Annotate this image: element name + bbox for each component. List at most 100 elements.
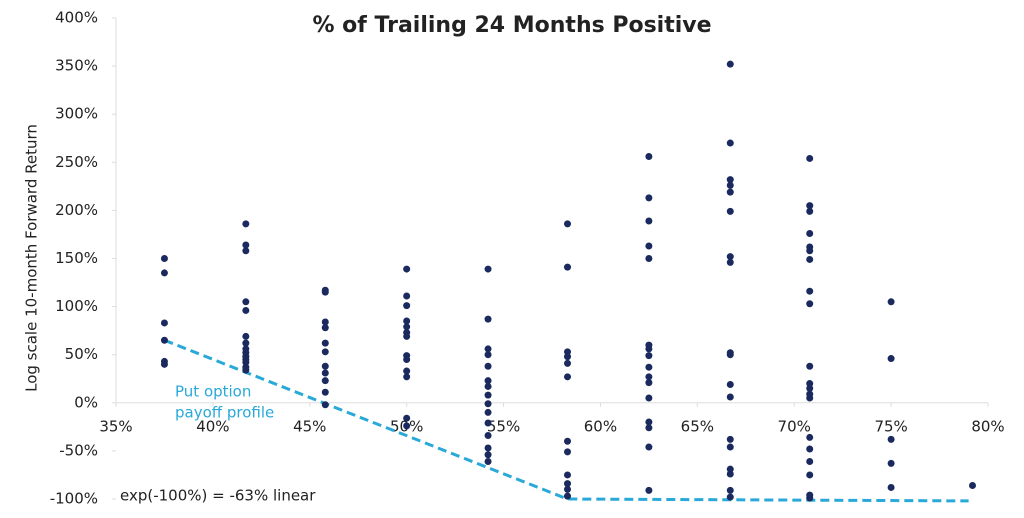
scatter-point bbox=[484, 451, 492, 459]
scatter-point bbox=[321, 377, 329, 385]
scatter-point bbox=[887, 459, 895, 467]
x-tick-label: 40% bbox=[196, 417, 229, 435]
scatter-point bbox=[484, 382, 492, 390]
scatter-point bbox=[726, 351, 734, 359]
scatter-point bbox=[484, 419, 492, 427]
scatter-point bbox=[484, 444, 492, 452]
x-tick-label: 65% bbox=[681, 417, 714, 435]
scatter-point bbox=[403, 265, 411, 273]
scatter-point bbox=[160, 360, 168, 368]
y-tick-label: 300% bbox=[55, 105, 98, 123]
scatter-point bbox=[403, 414, 411, 422]
scatter-point bbox=[403, 292, 411, 300]
scatter-point bbox=[968, 482, 976, 490]
x-tick-label: 55% bbox=[487, 417, 520, 435]
scatter-point bbox=[806, 445, 814, 453]
scatter-point bbox=[321, 288, 329, 296]
scatter-point bbox=[645, 418, 653, 426]
scatter-point bbox=[726, 393, 734, 401]
scatter-point bbox=[726, 188, 734, 196]
scatter-point bbox=[564, 348, 572, 356]
annotation: exp(-100%) = -63% linear bbox=[120, 487, 316, 505]
scatter-point bbox=[806, 471, 814, 479]
scatter-point bbox=[484, 457, 492, 465]
scatter-point bbox=[403, 373, 411, 381]
scatter-point bbox=[564, 359, 572, 367]
scatter-point bbox=[403, 367, 411, 375]
y-tick-label: 200% bbox=[55, 201, 98, 219]
scatter-point bbox=[564, 353, 572, 361]
scatter-point bbox=[403, 422, 411, 430]
scatter-point bbox=[403, 302, 411, 310]
scatter-point bbox=[806, 384, 814, 392]
scatter-point bbox=[242, 306, 250, 314]
scatter-point bbox=[645, 242, 653, 250]
scatter-point bbox=[321, 348, 329, 356]
scatter-point bbox=[242, 241, 250, 249]
x-tick-label: 60% bbox=[584, 417, 617, 435]
scatter-point bbox=[645, 363, 653, 371]
scatter-point bbox=[321, 401, 329, 409]
y-tick-label: 350% bbox=[55, 57, 98, 75]
scatter-point bbox=[726, 493, 734, 501]
scatter-point bbox=[321, 339, 329, 347]
scatter-point bbox=[160, 336, 168, 344]
scatter-point bbox=[806, 362, 814, 370]
scatter-point bbox=[806, 300, 814, 308]
scatter-point bbox=[806, 229, 814, 237]
scatter-point bbox=[484, 315, 492, 323]
scatter-point bbox=[242, 339, 250, 347]
scatter-point bbox=[645, 194, 653, 202]
scatter-point bbox=[321, 388, 329, 396]
scatter-point bbox=[645, 345, 653, 353]
scatter-point bbox=[645, 379, 653, 387]
scatter-point bbox=[242, 247, 250, 255]
scatter-point bbox=[645, 486, 653, 494]
scatter-point bbox=[564, 480, 572, 488]
x-tick-label: 80% bbox=[971, 417, 1004, 435]
scatter-point bbox=[321, 362, 329, 370]
scatter-point bbox=[806, 202, 814, 210]
scatter-point bbox=[484, 345, 492, 353]
scatter-point bbox=[564, 471, 572, 479]
scatter-point bbox=[645, 217, 653, 225]
scatter-point bbox=[564, 485, 572, 493]
scatter-point bbox=[321, 324, 329, 332]
x-tick-label: 70% bbox=[778, 417, 811, 435]
x-tick-label: 75% bbox=[874, 417, 907, 435]
scatter-point bbox=[484, 265, 492, 273]
scatter-point bbox=[564, 263, 572, 271]
scatter-point bbox=[726, 381, 734, 389]
scatter-point bbox=[806, 255, 814, 263]
scatter-point bbox=[806, 380, 814, 388]
scatter-point bbox=[321, 318, 329, 326]
y-tick-label: 250% bbox=[55, 153, 98, 171]
scatter-point bbox=[403, 317, 411, 325]
scatter-point bbox=[403, 332, 411, 340]
scatter-point bbox=[403, 356, 411, 364]
scatter-point bbox=[726, 207, 734, 215]
scatter-point bbox=[242, 366, 250, 374]
scatter-point bbox=[645, 424, 653, 432]
scatter-point bbox=[160, 269, 168, 277]
scatter-point bbox=[726, 139, 734, 147]
scatter-point bbox=[160, 319, 168, 327]
y-tick-label: 0% bbox=[74, 393, 98, 411]
scatter-point bbox=[484, 351, 492, 359]
scatter-point bbox=[726, 181, 734, 189]
scatter-point bbox=[726, 258, 734, 266]
scatter-point bbox=[806, 207, 814, 215]
scatter-point bbox=[242, 332, 250, 340]
y-tick-label: 400% bbox=[55, 9, 98, 27]
scatter-point bbox=[160, 255, 168, 262]
scatter-point bbox=[484, 408, 492, 416]
scatter-point bbox=[887, 355, 895, 363]
scatter-point bbox=[645, 443, 653, 451]
scatter-point bbox=[806, 433, 814, 441]
scatter-point bbox=[726, 60, 734, 68]
annotation: Put option bbox=[175, 383, 251, 401]
y-tick-label: 50% bbox=[65, 345, 98, 363]
scatter-point bbox=[726, 443, 734, 451]
scatter-point bbox=[726, 470, 734, 478]
scatter-point bbox=[645, 255, 653, 262]
